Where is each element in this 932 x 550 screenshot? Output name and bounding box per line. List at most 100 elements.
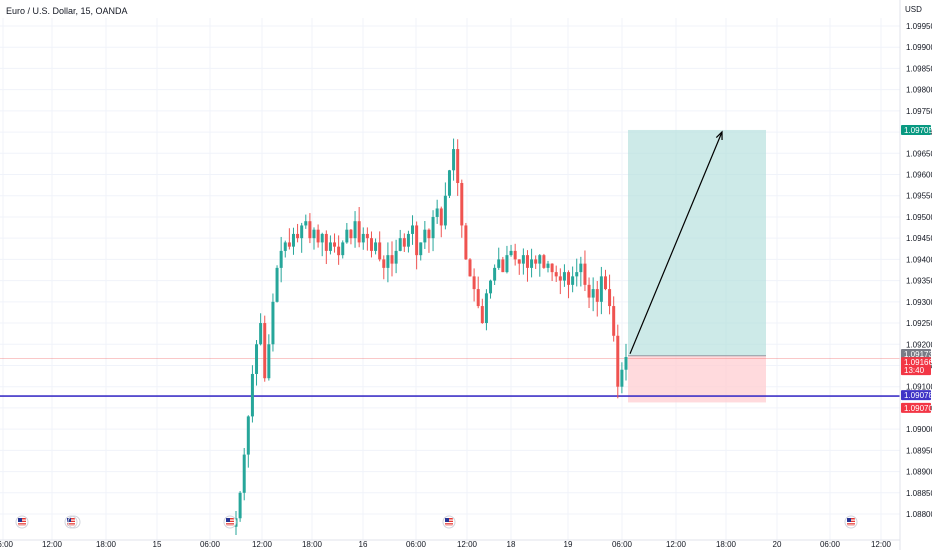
projection-arrow bbox=[629, 130, 723, 354]
candle-body bbox=[534, 259, 538, 264]
symbol-title: Euro / U.S. Dollar, 15, OANDA bbox=[6, 6, 128, 16]
candle-body bbox=[328, 242, 332, 251]
candle-body bbox=[612, 306, 616, 336]
candle-body bbox=[369, 238, 373, 251]
target-price-label: 1.09705 bbox=[904, 126, 932, 135]
candle-body bbox=[431, 216, 435, 239]
candle-body bbox=[275, 267, 279, 302]
target-price-label-bg bbox=[901, 124, 931, 135]
y-tick-label: 1.09650 bbox=[906, 149, 932, 158]
y-tick-label: 1.09300 bbox=[906, 298, 932, 307]
candle-body bbox=[472, 276, 476, 290]
support-price-label: 1.09078 bbox=[904, 391, 932, 400]
candle-body bbox=[484, 293, 488, 324]
candle-body bbox=[259, 323, 263, 345]
stop-zone bbox=[628, 355, 766, 403]
candle-body bbox=[345, 229, 349, 243]
candle-body bbox=[279, 250, 283, 268]
candle-body bbox=[554, 272, 558, 277]
us-flag-icon[interactable] bbox=[223, 515, 237, 529]
candle-body bbox=[246, 416, 250, 455]
candle-body bbox=[538, 255, 542, 264]
candle-body bbox=[443, 195, 447, 226]
candle-body bbox=[509, 250, 513, 256]
candle-body bbox=[427, 229, 431, 239]
candle-body bbox=[546, 263, 550, 268]
us-flag-icon[interactable] bbox=[844, 515, 858, 529]
candle-body bbox=[361, 233, 365, 243]
x-tick-label: 12:00 bbox=[871, 540, 892, 549]
entry-price-label: 1.09173 bbox=[904, 350, 932, 359]
y-tick-label: 1.09350 bbox=[906, 277, 932, 286]
support-price-label-bg bbox=[901, 390, 931, 401]
candle-body bbox=[460, 183, 464, 226]
candle-body bbox=[415, 225, 419, 256]
candle-body bbox=[287, 242, 291, 247]
x-tick-label: 18:00 bbox=[96, 540, 117, 549]
y-tick-label: 1.09900 bbox=[906, 43, 932, 52]
x-tick-label: 20 bbox=[773, 540, 782, 549]
candle-body bbox=[447, 170, 451, 196]
candle-body bbox=[242, 454, 246, 493]
x-tick-label: 12:00 bbox=[666, 540, 687, 549]
x-tick-label: 06:00 bbox=[406, 540, 427, 549]
candle-body bbox=[456, 149, 460, 184]
candle-body bbox=[378, 242, 382, 260]
candle-body bbox=[353, 221, 357, 239]
candle-body bbox=[468, 259, 472, 277]
candle-body bbox=[517, 259, 521, 264]
candle-body bbox=[603, 276, 607, 290]
candle-body bbox=[341, 242, 345, 256]
candle-body bbox=[333, 242, 337, 247]
x-tick-label: 16 bbox=[359, 540, 368, 549]
y-tick-label: 1.09250 bbox=[906, 319, 932, 328]
candle-body bbox=[530, 259, 534, 268]
candle-body bbox=[550, 263, 554, 273]
candle-body bbox=[583, 263, 587, 285]
candle-body bbox=[316, 229, 320, 243]
candle-body bbox=[497, 259, 501, 268]
x-tick-label: 06:00 bbox=[200, 540, 221, 549]
target-zone bbox=[628, 129, 766, 356]
currency-label: USD bbox=[905, 5, 922, 14]
candle-body bbox=[525, 255, 529, 268]
candle-body bbox=[480, 306, 484, 324]
candle-body bbox=[558, 276, 562, 281]
y-tick-label: 1.09850 bbox=[906, 64, 932, 73]
us-flag-icon[interactable] bbox=[442, 515, 456, 529]
candle-body bbox=[452, 149, 456, 171]
time-axis: 06:00 12:00 18:00 15 06:00 12:00 18:00 16 06:00 1… bbox=[0, 539, 900, 549]
x-tick-label: 18:00 bbox=[716, 540, 737, 549]
candle-body bbox=[476, 289, 480, 307]
us-flag-icon[interactable] bbox=[15, 515, 29, 529]
candle-body bbox=[464, 225, 468, 260]
price-axis: 1.09950 1.09900 1.09850 1.09800 1.09750 1.097… bbox=[899, 0, 932, 550]
candle-body bbox=[312, 229, 316, 239]
event-markers bbox=[15, 515, 858, 529]
candle-body bbox=[349, 229, 353, 239]
stop-price-label: 1.09070 bbox=[904, 404, 932, 413]
candle-body bbox=[419, 242, 423, 256]
candle-body bbox=[575, 272, 579, 277]
candle-body bbox=[542, 255, 546, 268]
arrow-head bbox=[715, 130, 723, 140]
candle-body bbox=[501, 259, 505, 273]
candle-body bbox=[374, 242, 378, 251]
candle-body bbox=[357, 221, 361, 243]
candle-body bbox=[296, 233, 300, 239]
x-tick-label: 06:00 bbox=[820, 540, 841, 549]
y-tick-label: 1.09800 bbox=[906, 86, 932, 95]
stop-price-label-bg bbox=[901, 402, 931, 413]
candle-body bbox=[435, 208, 439, 217]
x-tick-label: 12:00 bbox=[457, 540, 478, 549]
y-tick-label: 1.09450 bbox=[906, 234, 932, 243]
last-price-label: 1.09166 bbox=[904, 358, 932, 367]
candle-body bbox=[562, 272, 566, 281]
y-tick-label: 1.09950 bbox=[906, 22, 932, 31]
candle-body bbox=[608, 289, 612, 307]
candle-body bbox=[238, 492, 242, 519]
candle-body bbox=[513, 250, 517, 260]
us-flag-icon[interactable] bbox=[64, 515, 81, 529]
y-tick-label: 1.08950 bbox=[906, 446, 932, 455]
